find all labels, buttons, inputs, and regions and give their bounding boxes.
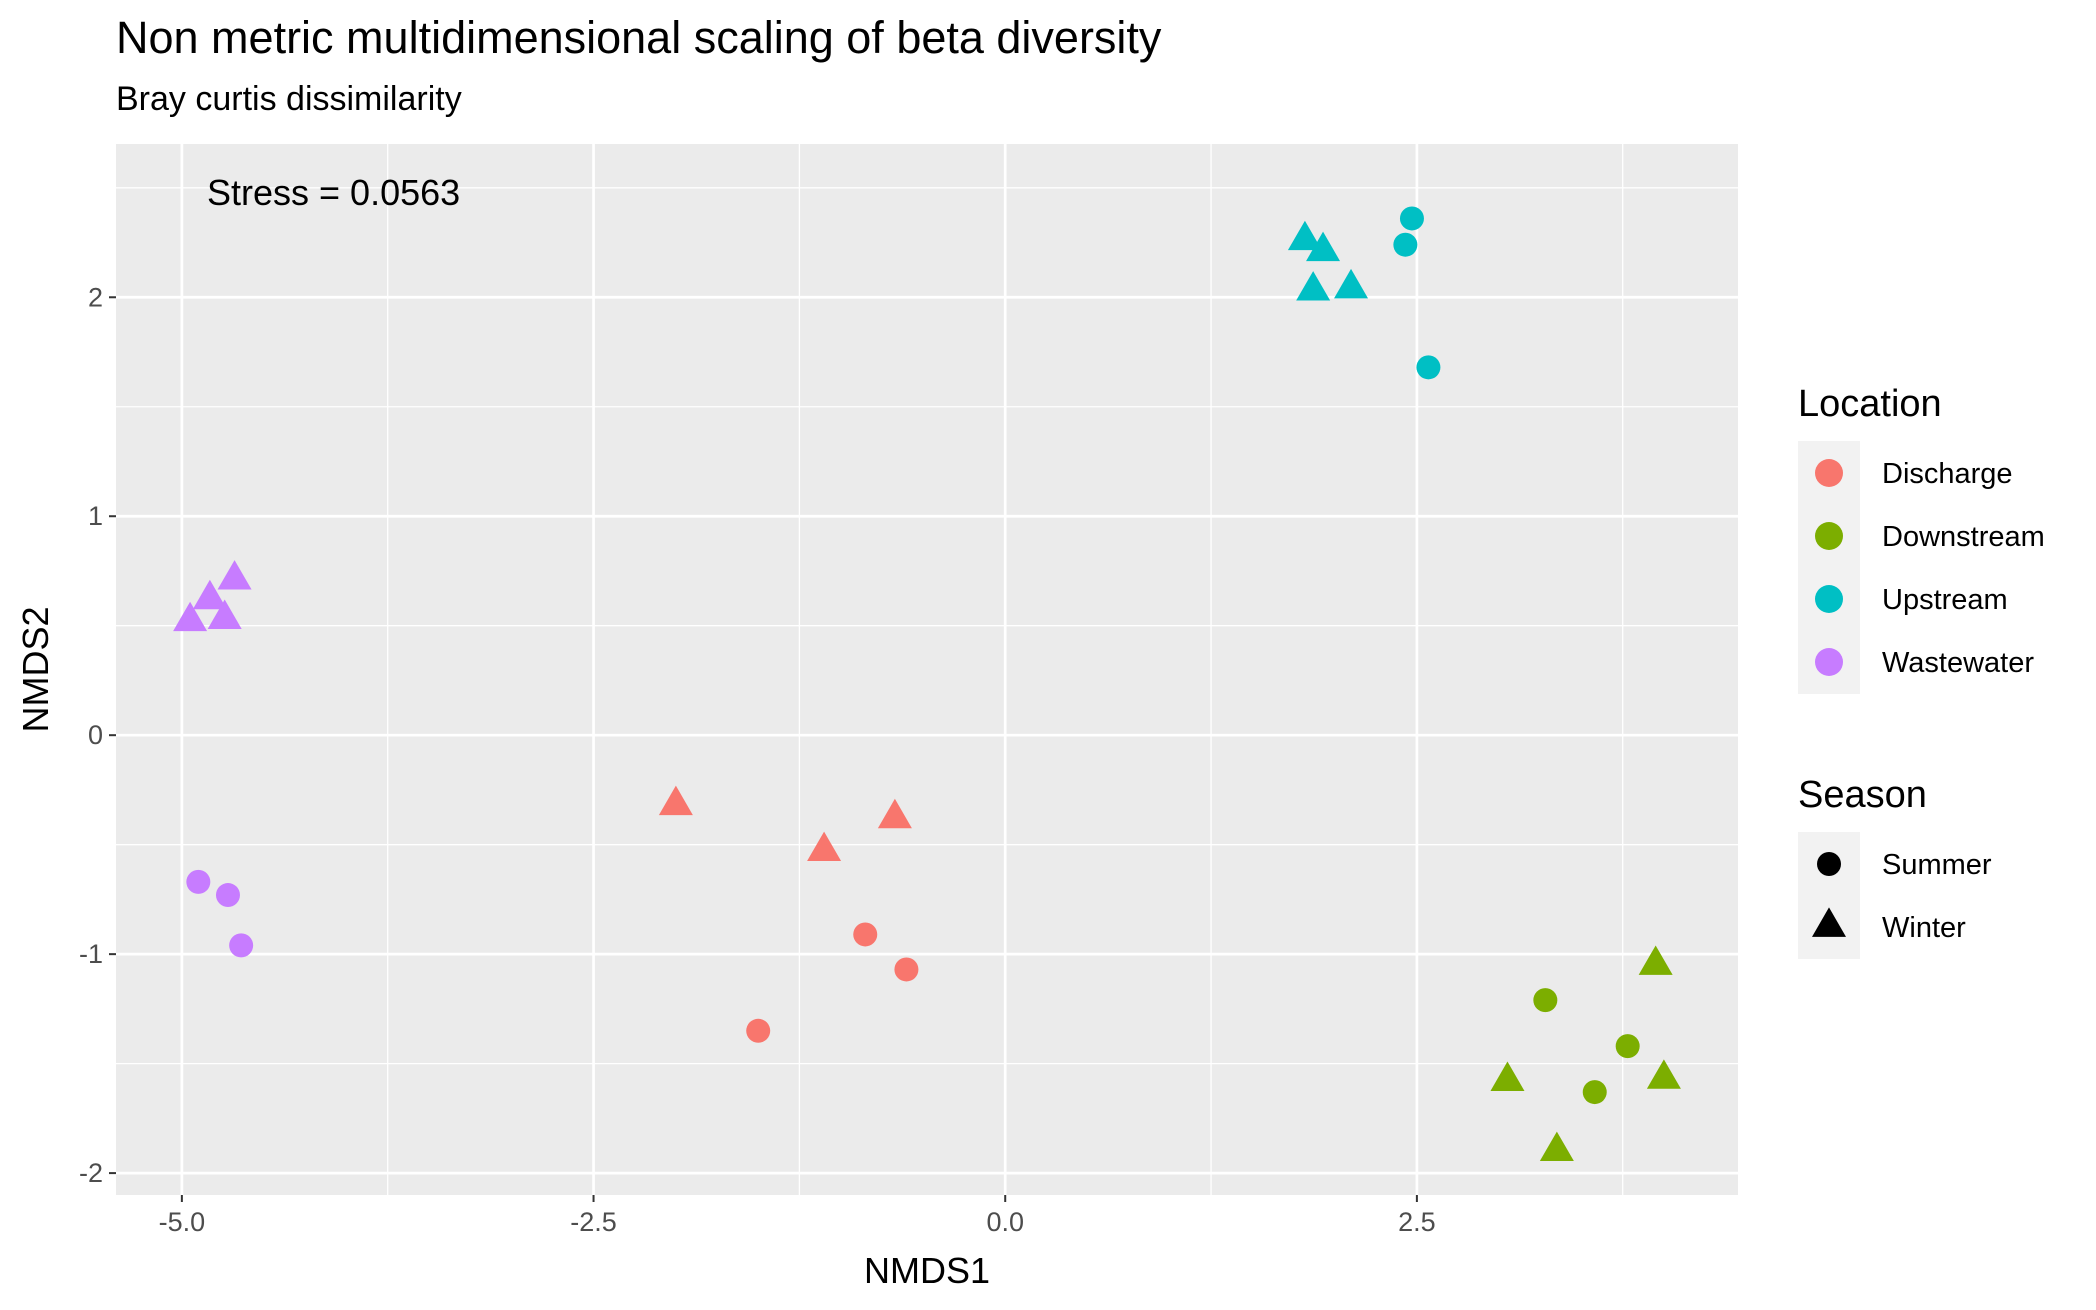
legend-key-downstream xyxy=(1815,522,1843,550)
upstream-winter-point xyxy=(1287,220,1322,251)
major-gridlines xyxy=(116,144,1738,1195)
x-tick-label: 0.0 xyxy=(986,1207,1024,1237)
wastewater-summer-point xyxy=(186,869,211,894)
axis-ticks: -5.0 -2.5 0.0 2.5 -2 -1 0 1 2 xyxy=(79,282,1436,1237)
upstream-winter-point xyxy=(1296,271,1331,301)
stress-annotation: Stress = 0.0563 xyxy=(207,172,460,213)
legend-key-wastewater xyxy=(1815,648,1843,676)
wastewater-winter-point xyxy=(207,599,242,629)
upstream-summer-point xyxy=(1393,232,1418,257)
upstream-winter-point xyxy=(1334,268,1369,299)
legend-label-discharge: Discharge xyxy=(1882,458,2013,490)
x-axis-title: NMDS1 xyxy=(864,1250,990,1291)
downstream-summer-point xyxy=(1582,1080,1607,1105)
plot-panel-background xyxy=(116,144,1738,1195)
upstream-summer-point xyxy=(1399,206,1424,231)
y-axis-title: NMDS2 xyxy=(15,606,56,732)
y-tick-label: 2 xyxy=(88,282,103,312)
wastewater-winter-point xyxy=(173,601,208,632)
discharge-winter-point xyxy=(807,831,842,862)
downstream-winter-point xyxy=(1638,945,1673,975)
x-tick-label: -2.5 xyxy=(570,1207,617,1237)
y-tick-label: 0 xyxy=(88,720,103,750)
minor-gridlines xyxy=(116,144,1738,1195)
downstream-winter-point xyxy=(1646,1059,1681,1089)
legend-key-upstream xyxy=(1815,585,1843,613)
y-tick-label: -1 xyxy=(79,939,103,969)
discharge-winter-point xyxy=(877,798,912,829)
legend-keys-background-season xyxy=(1798,832,1860,959)
wastewater-summer-point xyxy=(229,933,254,958)
legend-title-season: Season xyxy=(1798,774,1927,816)
downstream-summer-point xyxy=(1615,1034,1640,1059)
y-tick-label: 1 xyxy=(88,501,103,531)
legend-key-discharge xyxy=(1815,459,1843,487)
downstream-summer-point xyxy=(1533,988,1558,1013)
discharge-summer-point xyxy=(853,922,878,947)
discharge-summer-point xyxy=(894,957,919,982)
legend-key-winter xyxy=(1812,907,1846,937)
legend-label-summer: Summer xyxy=(1882,849,1992,881)
legend-title-location: Location xyxy=(1798,383,1942,425)
chart-title: Non metric multidimensional scaling of b… xyxy=(116,12,1162,63)
wastewater-winter-point xyxy=(192,579,227,610)
legend-label-winter: Winter xyxy=(1882,912,1966,944)
wastewater-summer-point xyxy=(215,883,240,908)
discharge-summer-point xyxy=(746,1018,771,1043)
y-tick-label: -2 xyxy=(79,1158,103,1188)
legend-label-wastewater: Wastewater xyxy=(1882,647,2034,679)
downstream-winter-point xyxy=(1490,1061,1525,1091)
data-points xyxy=(173,206,1681,1162)
legend-label-upstream: Upstream xyxy=(1882,584,2008,616)
legend-label-downstream: Downstream xyxy=(1882,521,2045,553)
x-tick-label: -5.0 xyxy=(159,1207,206,1237)
upstream-winter-point xyxy=(1306,231,1341,262)
discharge-winter-point xyxy=(658,785,693,816)
chart-subtitle: Bray curtis dissimilarity xyxy=(116,80,462,118)
legend: Location Discharge Downstream Upstream Waste… xyxy=(1798,383,2045,959)
downstream-winter-point xyxy=(1539,1131,1574,1162)
upstream-summer-point xyxy=(1416,355,1441,380)
legend-key-summer xyxy=(1817,852,1841,876)
wastewater-winter-point xyxy=(217,560,252,590)
x-tick-label: 2.5 xyxy=(1398,1207,1436,1237)
